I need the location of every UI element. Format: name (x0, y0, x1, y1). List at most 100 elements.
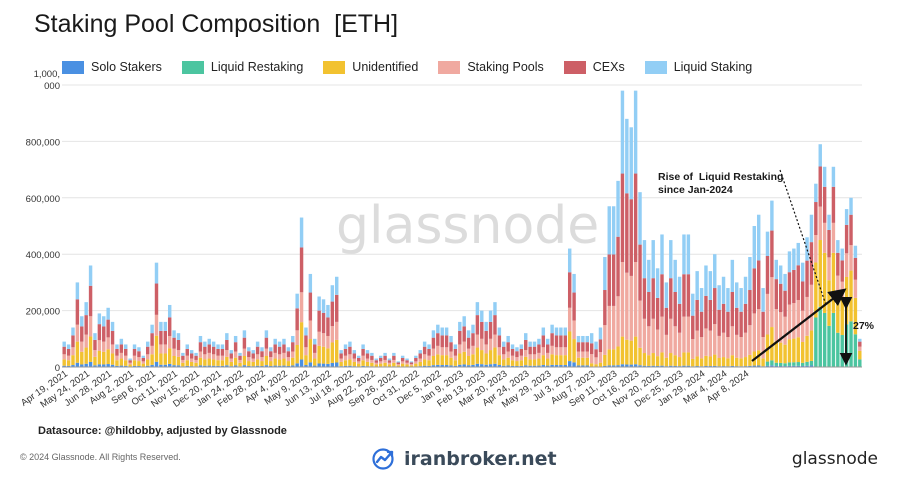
bar-segment-solo-stakers (748, 365, 752, 367)
bar-segment-staking-pools (572, 320, 576, 340)
bar-segment-liquid-staking (255, 341, 260, 347)
bar-segment-cexs (493, 315, 497, 335)
bar-segment-staking-pools (532, 354, 537, 360)
bar-segment-liquid-staking (392, 352, 396, 356)
bar-segment-liquid-staking (106, 307, 110, 320)
bar-segment-staking-pools (589, 354, 594, 364)
bar-segment-liquid-staking (84, 302, 88, 316)
bar-segment-unidentified (462, 351, 466, 365)
bar-segment-staking-pools (365, 358, 370, 362)
legend-item-solo-stakers[interactable]: Solo Stakers (62, 60, 162, 74)
bar-segment-liquid-staking (383, 352, 387, 356)
bar-segment-staking-pools (620, 261, 625, 337)
bar-segment-staking-pools (726, 337, 730, 359)
bar-segment-cexs (176, 339, 181, 351)
bar-segment-cexs (62, 346, 66, 355)
bar-segment-cexs (80, 326, 84, 342)
bar-segment-unidentified (783, 344, 787, 364)
bar-segment-cexs (172, 337, 176, 349)
bar-segment-cexs (836, 252, 840, 276)
bar-segment-cexs (787, 272, 792, 305)
bar-segment-unidentified (141, 363, 146, 367)
bar-segment-staking-pools (510, 355, 515, 361)
legend-item-cexs[interactable]: CEXs (563, 60, 625, 74)
bar-segment-cexs (277, 346, 282, 355)
bar-segment-liquid-staking (440, 327, 444, 336)
bar-segment-unidentified (677, 357, 682, 367)
bar-segment-liquid-restaking (783, 363, 787, 367)
legend-item-liquid-restaking[interactable]: Liquid Restaking (181, 60, 303, 74)
bar-segment-unidentified (440, 355, 444, 366)
bar-segment-cexs (71, 335, 75, 348)
bar-segment-solo-stakers (669, 365, 673, 367)
bar-segment-staking-pools (203, 354, 207, 360)
bar-segment-staking-pools (761, 337, 765, 359)
bar-segment-solo-stakers (295, 363, 299, 367)
bar-segment-liquid-staking (88, 265, 93, 286)
bar-segment-liquid-staking (506, 335, 510, 343)
bar-segment-staking-pools (765, 293, 770, 335)
bar-segment-staking-pools (796, 300, 800, 338)
bar-segment-staking-pools (440, 347, 444, 356)
bar-segment-unidentified (392, 362, 396, 367)
bar-segment-liquid-staking (704, 265, 708, 296)
bar-segment-liquid-staking (669, 240, 673, 279)
bar-segment-solo-stakers (106, 364, 110, 367)
bar-segment-unidentified (436, 354, 440, 365)
bar-segment-cexs (607, 254, 611, 306)
bar-segment-liquid-restaking (840, 335, 844, 367)
bar-segment-liquid-staking (502, 341, 506, 347)
bar-segment-unidentified (761, 358, 765, 367)
legend-item-staking-pools[interactable]: Staking Pools (438, 60, 544, 74)
bar-segment-liquid-staking (277, 341, 282, 347)
bar-segment-staking-pools (405, 362, 409, 365)
legend-item-liquid-staking[interactable]: Liquid Staking (644, 60, 752, 74)
bar-segment-solo-stakers (559, 365, 563, 367)
bar-segment-cexs (704, 295, 708, 329)
bar-segment-liquid-staking (370, 352, 374, 356)
bar-segment-cexs (436, 333, 440, 346)
bar-segment-cexs (128, 360, 132, 363)
bar-segment-liquid-staking (475, 302, 480, 316)
bar-segment-unidentified (418, 361, 422, 367)
bar-segment-cexs (686, 274, 691, 317)
bar-segment-staking-pools (255, 354, 260, 360)
bar-segment-staking-pools (488, 338, 493, 351)
bar-segment-staking-pools (642, 318, 647, 354)
bar-segment-unidentified (717, 358, 721, 367)
bar-segment-staking-pools (730, 326, 735, 356)
bar-segment-staking-pools (704, 328, 708, 356)
bar-segment-staking-pools (295, 330, 299, 345)
bar-segment-liquid-staking (836, 240, 840, 253)
bar-segment-unidentified (787, 339, 792, 363)
bar-segment-staking-pools (229, 358, 233, 362)
bar-segment-staking-pools (695, 330, 699, 357)
bar-segment-solo-stakers (62, 365, 66, 367)
bar-segment-cexs (167, 317, 172, 336)
bar-segment-unidentified (93, 356, 97, 366)
bar-segment-solo-stakers (532, 365, 537, 367)
bar-segment-unidentified (770, 327, 774, 361)
bar-segment-liquid-staking (831, 166, 836, 187)
bar-segment-cexs (858, 341, 862, 347)
bar-segment-solo-stakers (611, 365, 616, 367)
bar-segment-cexs (603, 290, 607, 326)
legend-item-unidentified[interactable]: Unidentified (323, 60, 418, 74)
bar-segment-liquid-staking (260, 347, 264, 352)
bar-segment-cexs (159, 330, 163, 345)
bar-segment-liquid-staking (348, 341, 352, 347)
bar-segment-staking-pools (497, 347, 502, 356)
bar-segment-solo-stakers (796, 365, 800, 367)
bar-segment-solo-stakers (519, 365, 524, 367)
bar-segment-solo-stakers (673, 365, 677, 367)
bar-segment-unidentified (277, 359, 282, 366)
bar-segment-unidentified (313, 358, 317, 366)
bar-segment-unidentified (229, 361, 233, 367)
annotation-percent: 27% (853, 320, 875, 332)
bar-segment-cexs (84, 315, 88, 335)
bar-segment-unidentified (603, 354, 607, 366)
bar-segment-liquid-staking (361, 344, 365, 349)
bar-segment-cexs (286, 351, 291, 358)
bar-segment-cexs (524, 339, 528, 351)
bar-segment-solo-stakers (216, 365, 220, 367)
